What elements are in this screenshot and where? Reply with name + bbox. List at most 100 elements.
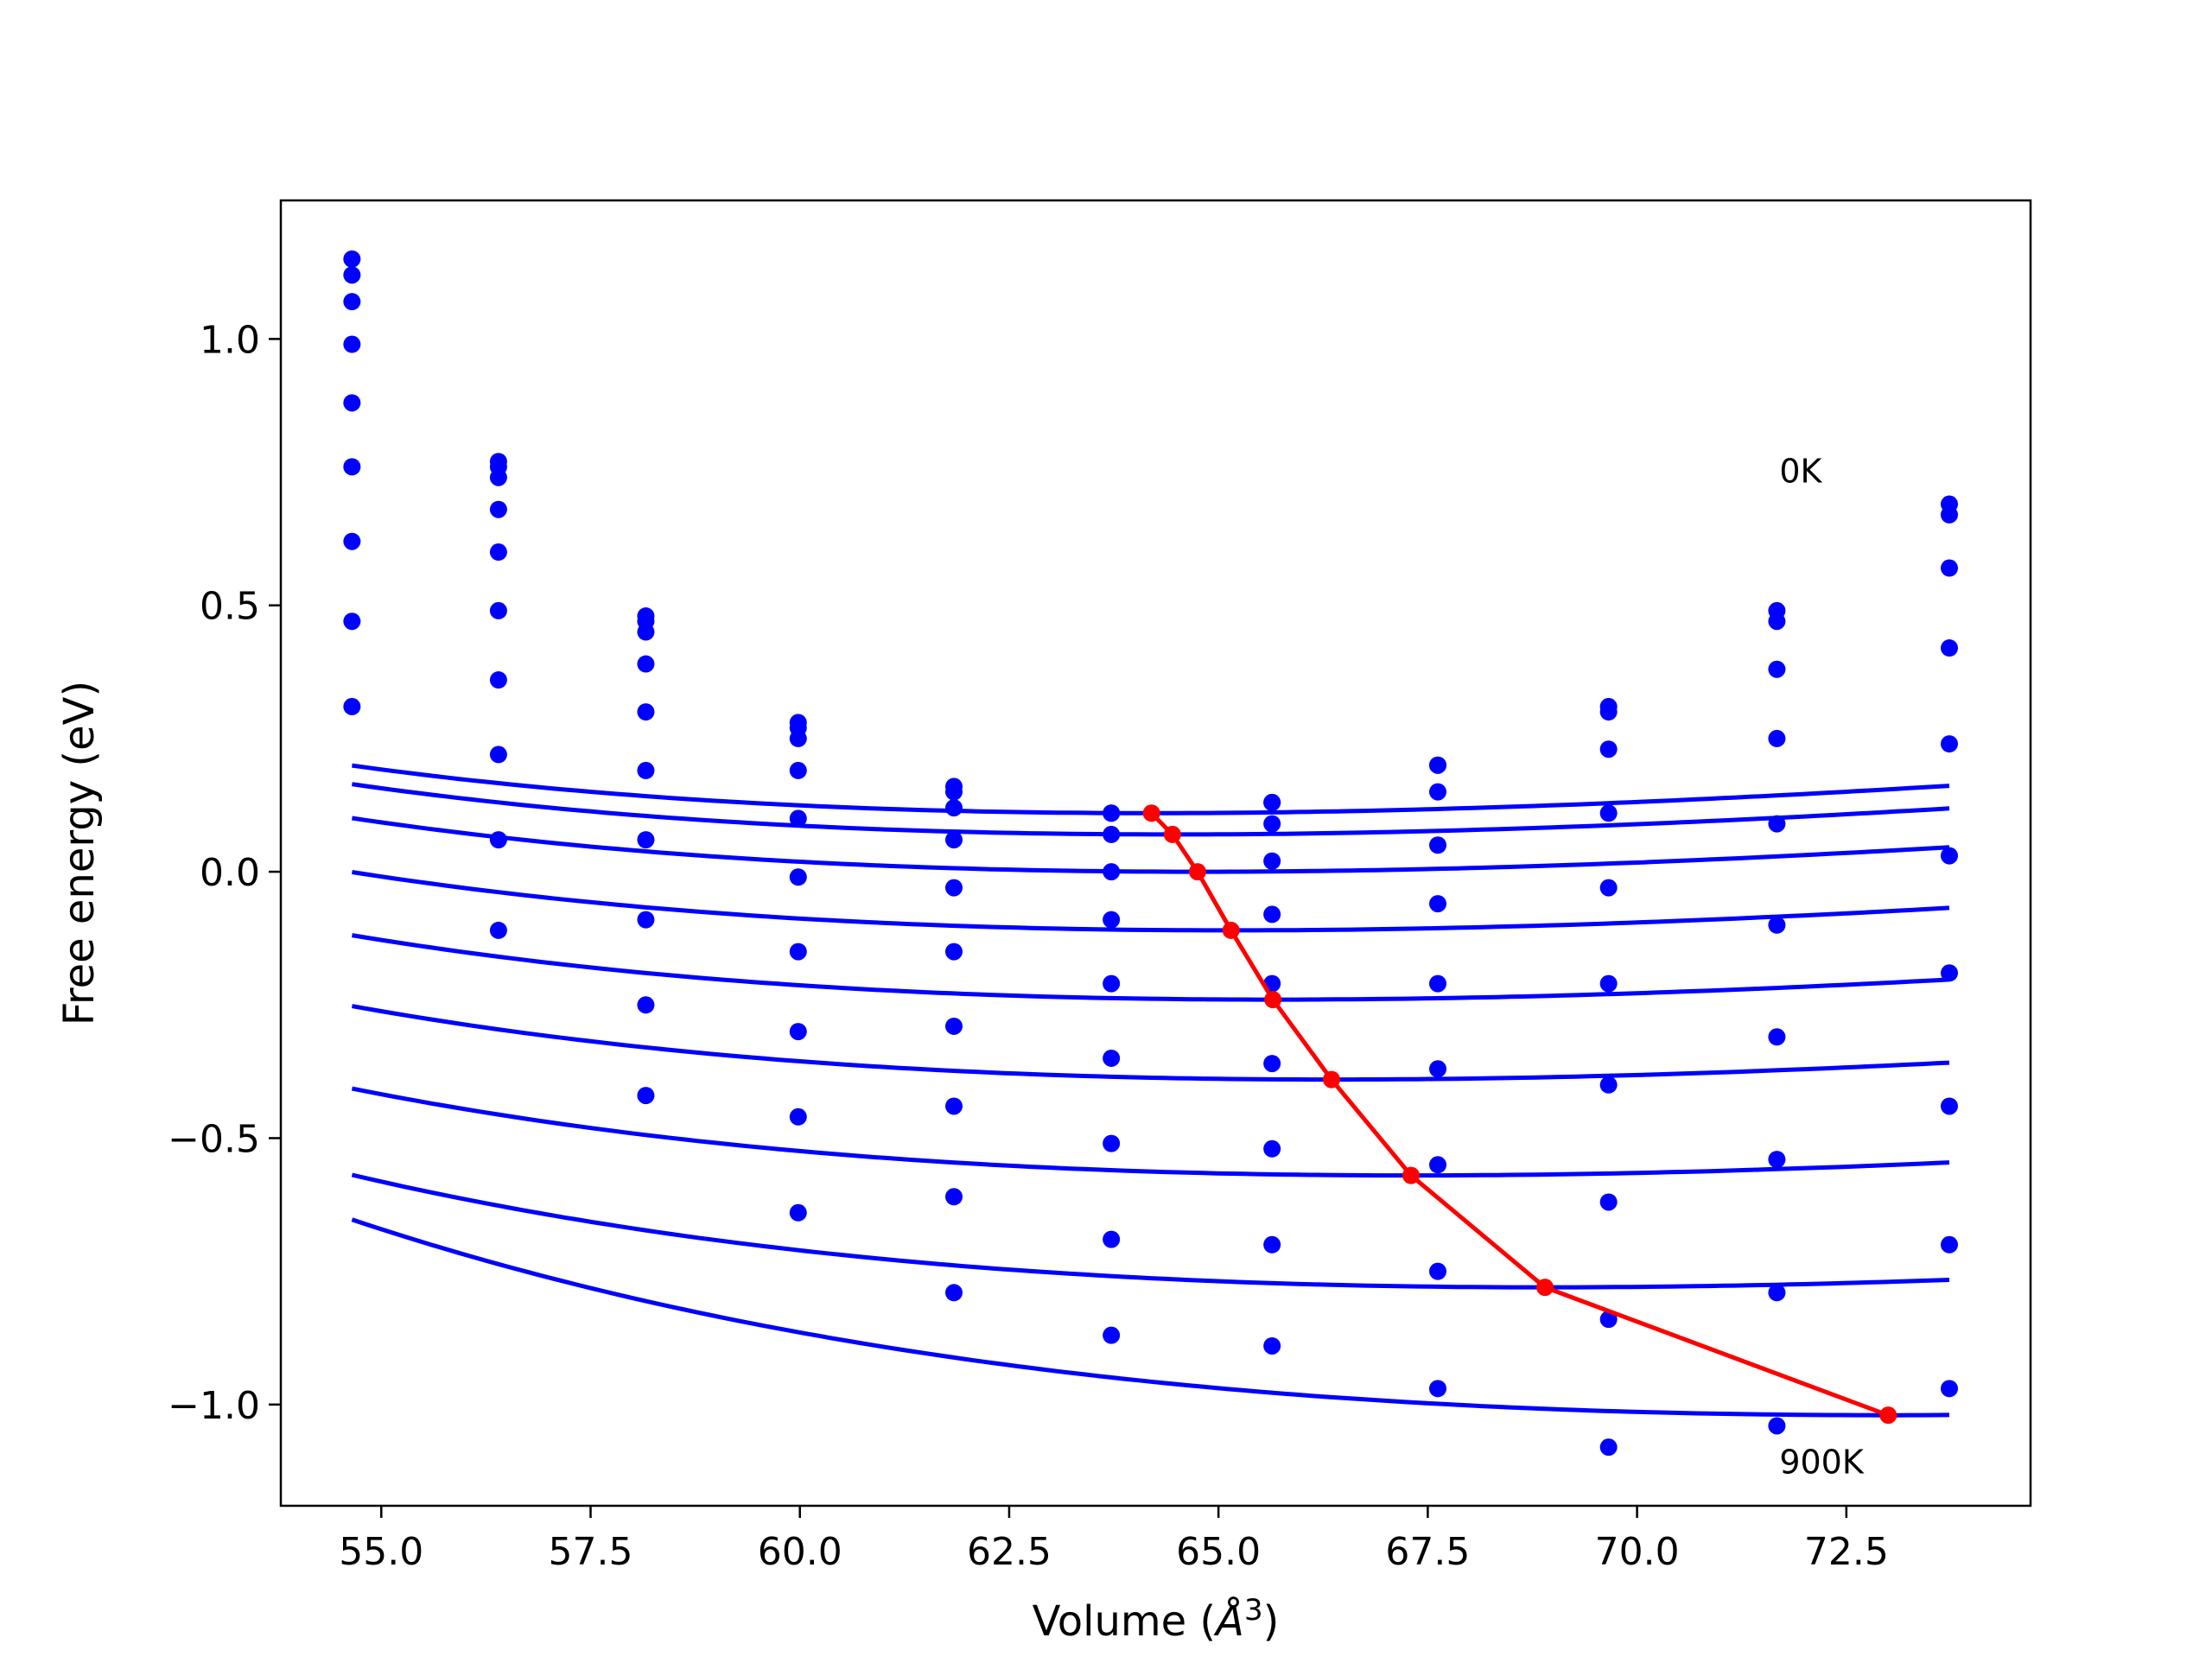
x-tick-label: 62.5	[967, 1530, 1052, 1574]
fit-curve-100k	[352, 782, 1950, 837]
data-point-200k	[944, 799, 963, 817]
x-axis-label-symbol: Å	[1213, 1596, 1244, 1646]
data-point-300k	[343, 335, 361, 353]
data-point-400k	[944, 879, 963, 897]
x-axis-label-end: )	[1263, 1597, 1280, 1646]
data-point-500k	[789, 868, 807, 886]
data-point-900k	[1768, 1417, 1786, 1435]
x-axis-label: Volume (Å3)	[1033, 1593, 1280, 1646]
data-point-200k	[489, 468, 507, 486]
data-point-800k	[489, 831, 507, 849]
data-point-700k	[343, 613, 361, 631]
data-point-100k	[1941, 505, 1959, 524]
plot-frame	[279, 199, 2032, 1507]
data-point-100k	[1599, 703, 1618, 721]
x-axis-label-main: Volume (	[1033, 1597, 1217, 1646]
data-point-900k	[1103, 1326, 1121, 1344]
fit-curve-300k	[352, 870, 1950, 933]
ticks-layer: 55.0 57.5 60.0 62.5 65.0 67.5 70.0 72.5 −1.0 −0.5…	[168, 318, 1889, 1574]
data-point-600k	[1599, 1076, 1618, 1094]
minima-point	[1322, 1070, 1340, 1089]
data-point-200k	[637, 623, 655, 641]
x-tick-label: 70.0	[1595, 1530, 1680, 1574]
data-point-600k	[343, 532, 361, 550]
data-point-300k	[1599, 804, 1618, 822]
data-point-0k	[343, 250, 361, 268]
fit-curve-600k	[351, 1086, 1950, 1178]
data-point-900k	[944, 1284, 963, 1302]
minima-point	[1879, 1406, 1897, 1425]
data-point-200k	[1263, 815, 1281, 833]
data-point-600k	[789, 943, 807, 961]
minima-point	[1142, 804, 1160, 822]
data-point-400k	[1263, 905, 1281, 924]
data-point-900k	[1429, 1380, 1447, 1398]
data-point-700k	[637, 911, 655, 929]
minima-point	[1536, 1279, 1554, 1297]
fit-curve-700k	[351, 1172, 1950, 1290]
x-tick-label: 60.0	[758, 1530, 842, 1574]
y-tick-label: −0.5	[168, 1117, 260, 1161]
data-point-100k	[1263, 793, 1281, 811]
data-point-300k	[944, 831, 963, 849]
data-point-600k	[489, 671, 507, 689]
fit-curve-500k	[351, 1004, 1950, 1082]
data-point-500k	[489, 601, 507, 619]
plot-layer	[343, 250, 1959, 1457]
data-point-300k	[1768, 729, 1786, 747]
data-point-700k	[1941, 1097, 1959, 1115]
y-axis-label: Free energy (eV)	[55, 681, 104, 1025]
data-point-400k	[1103, 911, 1121, 929]
data-point-900k	[1941, 1380, 1959, 1398]
data-point-500k	[1599, 974, 1618, 993]
data-point-700k	[1768, 1151, 1786, 1169]
data-point-300k	[1263, 852, 1281, 870]
data-point-600k	[637, 831, 655, 849]
fit-curve-400k	[351, 933, 1950, 1002]
data-point-200k	[1599, 740, 1618, 759]
data-point-200k	[789, 729, 807, 747]
data-point-400k	[489, 543, 507, 562]
minima-point	[1222, 921, 1240, 939]
data-point-900k	[789, 1203, 807, 1222]
data-point-300k	[1103, 863, 1121, 881]
x-tick-label: 55.0	[339, 1530, 423, 1574]
data-point-800k	[343, 697, 361, 715]
data-point-500k	[1941, 847, 1959, 865]
data-point-100k	[1768, 613, 1786, 631]
x-tick-label: 67.5	[1385, 1530, 1470, 1574]
data-point-400k	[343, 394, 361, 412]
data-point-800k	[944, 1188, 963, 1206]
data-point-700k	[789, 1023, 807, 1041]
minima-point	[1163, 825, 1181, 843]
fit-curve-200k	[352, 816, 1950, 874]
data-point-700k	[489, 746, 507, 764]
fit-curve-800k	[351, 1217, 1950, 1418]
annotation-900k: 900K	[1779, 1444, 1865, 1482]
data-point-100k	[343, 266, 361, 284]
data-point-300k	[1941, 639, 1959, 657]
data-point-800k	[1768, 1284, 1786, 1302]
x-tick-label: 65.0	[1176, 1530, 1261, 1574]
x-axis-label-superscript: 3	[1244, 1593, 1263, 1628]
y-tick-label: 0.0	[200, 851, 260, 895]
data-point-100k	[944, 783, 963, 801]
y-tick-label: 0.5	[200, 585, 260, 629]
data-point-900k	[489, 921, 507, 939]
x-tick-label: 72.5	[1804, 1530, 1889, 1574]
data-point-700k	[944, 1097, 963, 1115]
data-point-600k	[1103, 1049, 1121, 1067]
minima-point	[1188, 863, 1206, 881]
data-point-700k	[1263, 1139, 1281, 1158]
data-point-100k	[1103, 804, 1121, 822]
data-point-400k	[1429, 895, 1447, 913]
data-point-700k	[1429, 1156, 1447, 1174]
minima-point	[1264, 991, 1282, 1009]
data-point-400k	[789, 809, 807, 828]
data-point-900k	[637, 1087, 655, 1105]
data-point-800k	[1599, 1311, 1618, 1329]
data-point-800k	[1429, 1262, 1447, 1280]
data-point-200k	[1103, 825, 1121, 843]
data-point-200k	[1429, 783, 1447, 801]
